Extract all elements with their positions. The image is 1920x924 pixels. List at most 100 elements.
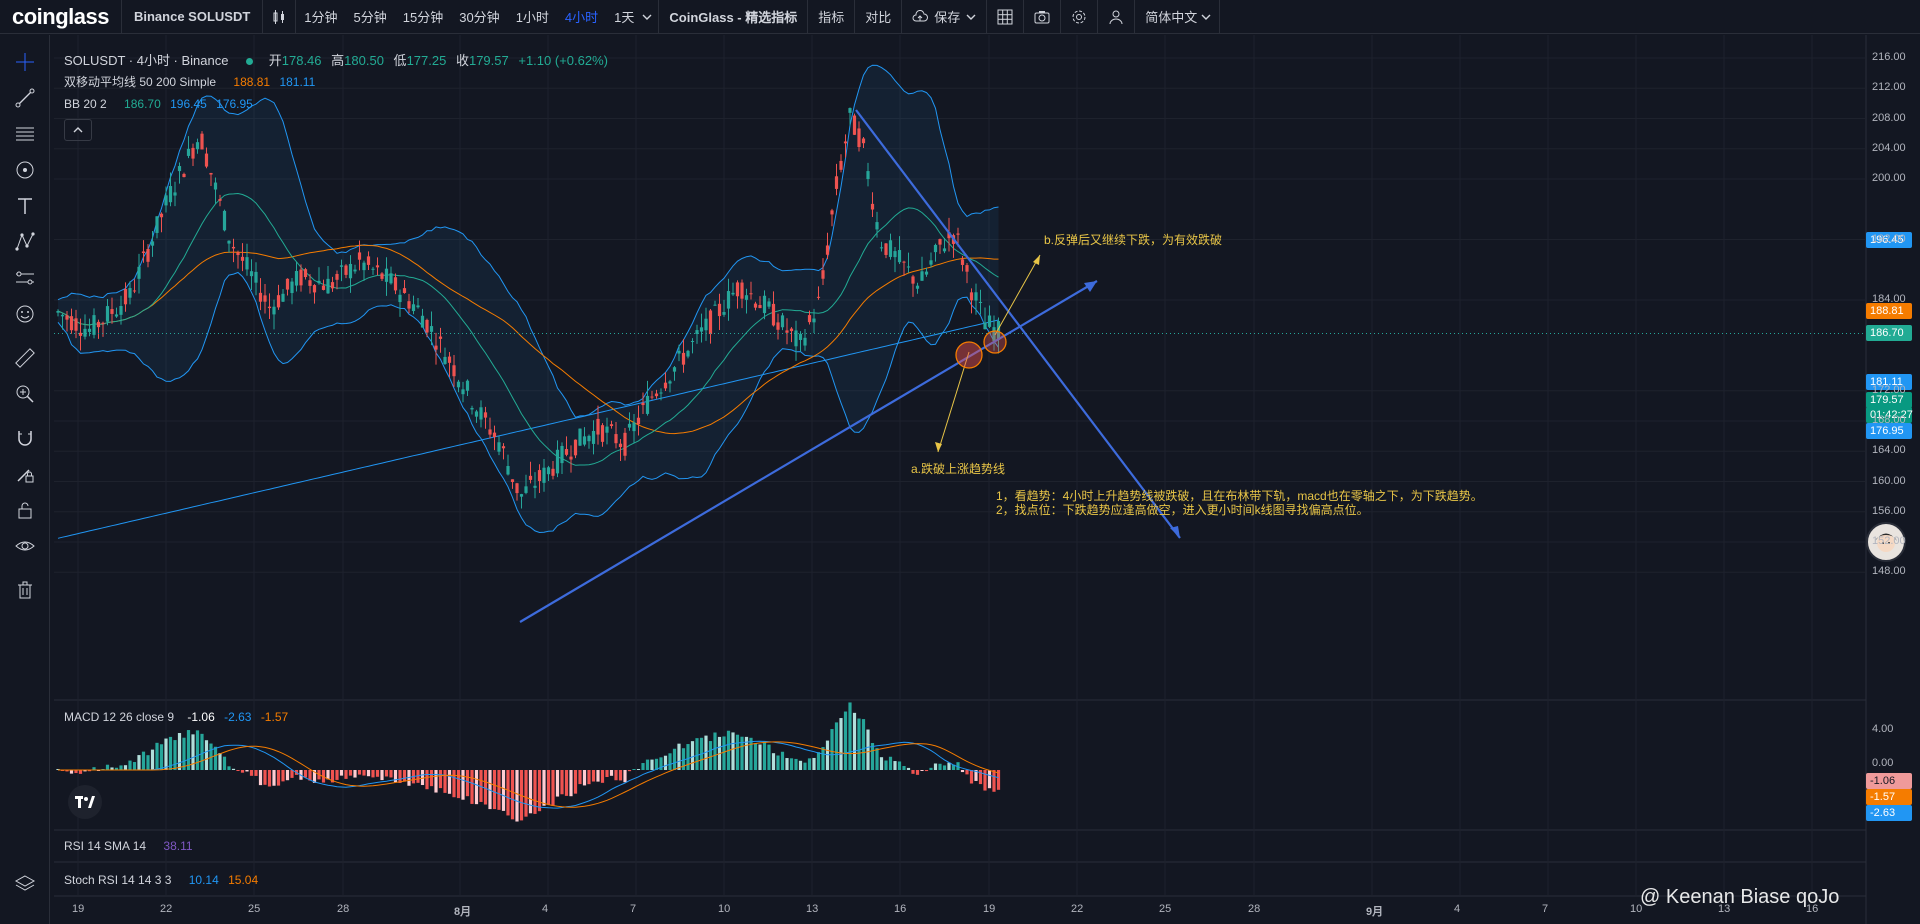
interval-dropdown-icon[interactable] [642, 0, 658, 34]
macd-histogram-bar [402, 770, 407, 782]
macd-histogram-bar [344, 770, 348, 779]
rsi-legend[interactable]: RSI 14 SMA 14 38.11 [64, 839, 199, 853]
indicators-button[interactable]: 指标 [818, 10, 845, 25]
x-tick-label: 7 [630, 903, 637, 915]
annotation-a[interactable]: a.跌破上涨趋势线 [911, 462, 1006, 476]
candle-body [812, 318, 816, 323]
candle-body [105, 306, 110, 322]
interval-15m[interactable]: 15分钟 [402, 10, 444, 25]
trend-line-icon[interactable] [12, 85, 38, 111]
interval-30m[interactable]: 30分钟 [459, 10, 500, 25]
settings-gear-icon[interactable] [1061, 0, 1097, 34]
candle-body [920, 271, 924, 281]
candle-body [560, 445, 564, 464]
price-tag: 188.81 [1866, 303, 1912, 319]
candle-body [600, 425, 605, 442]
macd-histogram-bar [825, 740, 830, 770]
annotation-b[interactable]: b.反弹后又继续下跌，为有效跌破 [1044, 233, 1223, 247]
macd-histogram-bar [362, 770, 366, 776]
candle-body [722, 312, 726, 315]
layout-grid-icon[interactable] [987, 0, 1023, 34]
macd-histogram-bar [263, 770, 267, 785]
macd-histogram-bar [947, 762, 951, 770]
save-dropdown-icon[interactable] [962, 0, 986, 34]
emoji-icon[interactable] [12, 301, 38, 327]
zoom-in-icon[interactable] [12, 381, 38, 407]
macd-histogram-bar [794, 758, 798, 770]
legend-high: 180.50 [344, 53, 384, 68]
macd-histogram-bar [533, 770, 537, 814]
macd-histogram-bar [780, 751, 785, 770]
candle-body [564, 449, 569, 455]
camera-icon[interactable] [1024, 0, 1060, 34]
interval-5m[interactable]: 5分钟 [353, 10, 387, 25]
collapse-legend-button[interactable] [64, 119, 92, 141]
candle-body [758, 305, 762, 309]
lock-icon[interactable] [12, 497, 38, 523]
macd-histogram-bar [744, 736, 749, 770]
candle-body [708, 310, 713, 335]
legend-low-label: 低 [393, 53, 407, 68]
macd-histogram-bar [920, 770, 924, 771]
bb-legend[interactable]: BB 20 2 186.70 196.45 176.95 [64, 97, 259, 111]
ruler-icon[interactable] [12, 345, 38, 371]
trash-icon[interactable] [12, 577, 38, 603]
interval-1d[interactable]: 1天 [614, 10, 635, 25]
save-button[interactable]: 保存 [934, 10, 961, 25]
compare-button[interactable]: 对比 [865, 10, 892, 25]
logo[interactable]: coinglass [12, 3, 109, 29]
magnet-icon[interactable] [12, 425, 38, 451]
candle-body [582, 436, 587, 445]
y-tick-label: 168.00 [1872, 414, 1906, 427]
macd-histogram-bar [542, 770, 546, 806]
candle-body [191, 147, 195, 159]
eye-icon[interactable] [12, 533, 38, 559]
stoch-legend[interactable]: Stoch RSI 14 14 3 3 10.14 15.04 [64, 873, 264, 887]
lock-drawing-icon[interactable] [12, 461, 38, 487]
text-tool-icon[interactable] [12, 193, 38, 219]
macd-histogram-bar [573, 770, 578, 794]
macd-histogram-bar [933, 763, 938, 770]
macd-histogram-bar [767, 744, 771, 770]
macd-histogram-bar [168, 736, 173, 770]
tradingview-logo[interactable] [68, 785, 102, 819]
macd-price-tag: -2.63 [1866, 805, 1912, 821]
macd-histogram-bar [582, 770, 587, 786]
macd-legend[interactable]: MACD 12 26 close 9 -1.06 -2.63 -1.57 [64, 710, 294, 724]
candle-body [330, 282, 335, 289]
macd-histogram-bar [245, 770, 249, 772]
horizontal-lines-icon[interactable] [12, 121, 38, 147]
price-tag: 01:42:27 [1866, 407, 1913, 423]
interval-4h[interactable]: 4小时 [564, 10, 599, 25]
uptrend-arrowhead [1084, 281, 1097, 292]
user-icon[interactable] [1098, 0, 1134, 34]
annotation-arrow-a [937, 351, 970, 453]
candle-type-icon[interactable] [263, 0, 295, 34]
candle-body [74, 318, 78, 331]
x-tick-label: 4 [1454, 903, 1461, 915]
uptrend-line [519, 280, 1098, 623]
object-tree-icon[interactable] [12, 871, 38, 897]
circle-tool-icon[interactable] [12, 157, 38, 183]
candle-body [641, 402, 645, 406]
ma-legend[interactable]: 双移动平均线 50 200 Simple 188.81 181.11 [64, 73, 321, 90]
language-selector[interactable]: 简体中文 [1145, 10, 1198, 25]
candle-body [497, 442, 501, 452]
coinglass-indicators-button[interactable]: CoinGlass - 精选指标 [669, 10, 798, 25]
macd-histogram-bar [992, 770, 996, 792]
pattern-tool-icon[interactable] [12, 229, 38, 255]
crosshair-icon[interactable] [12, 49, 38, 75]
candle-body [101, 322, 105, 324]
interval-1m[interactable]: 1分钟 [304, 10, 338, 25]
interval-1h[interactable]: 1小时 [515, 10, 549, 25]
symbol-selector[interactable]: Binance SOLUSDT [133, 9, 251, 24]
candle-body [87, 328, 92, 332]
forecast-tool-icon[interactable] [12, 265, 38, 291]
language-dropdown-icon[interactable] [1199, 0, 1219, 34]
candle-body [537, 470, 542, 482]
annotation-note-1[interactable]: 1，看趋势：4小时上升趋势线被跌破，且在布林带下轨，macd也在零轴之下，为下跌… [996, 489, 1483, 503]
annotation-note-2[interactable]: 2，找点位：下跌趋势应逢高做空，进入更小时间k线图寻找偏高点位。 [996, 503, 1369, 517]
avatar[interactable] [1866, 522, 1906, 562]
cloud-save-icon[interactable] [902, 0, 932, 34]
